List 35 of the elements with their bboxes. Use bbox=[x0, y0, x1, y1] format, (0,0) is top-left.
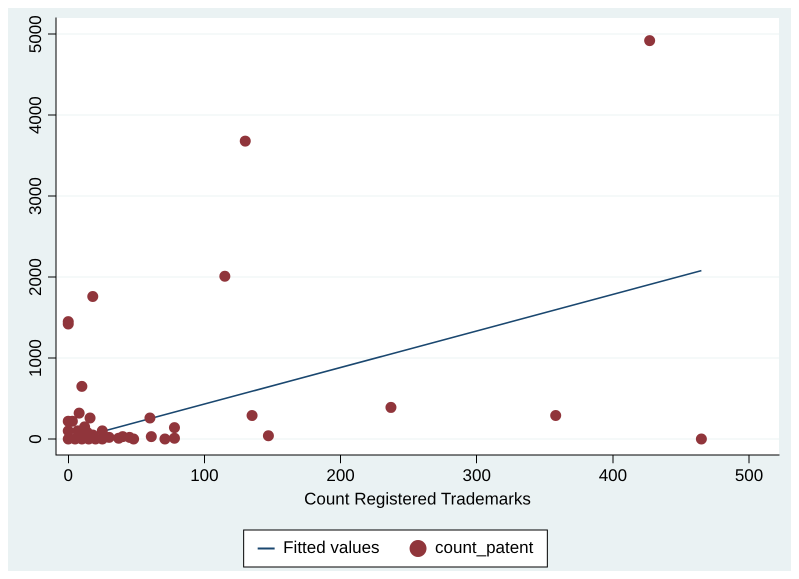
point bbox=[385, 402, 396, 413]
x-tick-label: 500 bbox=[734, 466, 764, 486]
legend-label: Fitted values bbox=[283, 538, 380, 558]
y-tick-label: 3000 bbox=[26, 177, 46, 216]
y-tick-label: 2000 bbox=[26, 258, 46, 296]
point bbox=[76, 380, 88, 392]
x-tick-label: 400 bbox=[598, 466, 628, 486]
legend-label: count_patent bbox=[435, 538, 534, 558]
point bbox=[168, 422, 180, 434]
point bbox=[144, 412, 156, 424]
point bbox=[644, 35, 656, 46]
point bbox=[128, 434, 140, 445]
point bbox=[87, 291, 98, 302]
point bbox=[96, 425, 108, 436]
y-tick-label: 1000 bbox=[26, 339, 46, 377]
y-tick-label: 0 bbox=[26, 434, 46, 444]
x-tick-label: 300 bbox=[462, 466, 491, 486]
x-tick-label: 200 bbox=[326, 466, 355, 486]
point bbox=[84, 412, 96, 424]
y-tick-label: 4000 bbox=[26, 96, 46, 134]
point bbox=[246, 410, 258, 422]
point bbox=[262, 430, 274, 442]
point bbox=[550, 410, 562, 422]
point bbox=[159, 434, 170, 445]
x-axis-title: Count Registered Trademarks bbox=[304, 489, 531, 508]
point bbox=[74, 408, 85, 419]
point bbox=[240, 136, 251, 147]
y-tick-label: 5000 bbox=[26, 15, 46, 54]
x-tick-label: 100 bbox=[190, 466, 219, 486]
x-tick-label: 0 bbox=[64, 466, 73, 486]
point bbox=[696, 434, 707, 445]
point bbox=[168, 432, 180, 444]
point bbox=[146, 431, 157, 442]
point bbox=[72, 425, 84, 436]
point bbox=[219, 270, 230, 282]
